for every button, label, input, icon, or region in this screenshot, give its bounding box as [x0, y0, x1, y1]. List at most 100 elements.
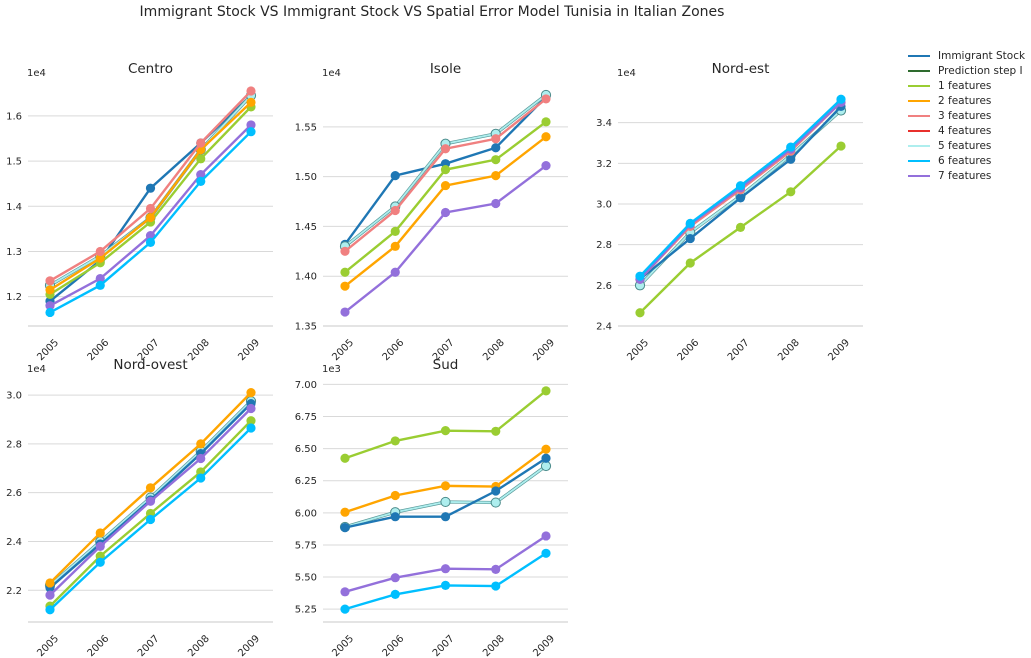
data-point [95, 253, 105, 263]
data-point [390, 241, 400, 251]
data-point [45, 301, 55, 311]
data-point [440, 564, 451, 574]
series-2-features [45, 388, 256, 588]
data-point [246, 97, 256, 107]
data-point [390, 267, 400, 277]
data-point [95, 246, 105, 257]
legend-item: 4 features [908, 123, 1025, 138]
data-point [541, 161, 551, 171]
data-point [836, 94, 846, 104]
y-tick-label: 2.8 [6, 439, 22, 450]
subplot-title: Nord-ovest [113, 357, 187, 373]
y-tick-label: 1.35 [295, 322, 317, 333]
series-1-features [340, 117, 551, 277]
y-tick-label: 1.40 [295, 272, 317, 283]
y-tick-label: 5.75 [295, 540, 317, 551]
data-point [145, 203, 156, 214]
x-tick-label: 2005 [330, 337, 356, 363]
data-point [541, 94, 551, 104]
y-tick-label: 3.2 [596, 159, 612, 170]
series-1-features [635, 141, 846, 318]
data-point [45, 605, 55, 615]
data-point [95, 528, 105, 538]
y-tick-label: 2.4 [6, 537, 22, 548]
data-point [246, 403, 256, 414]
series-1-features [45, 416, 256, 611]
data-point [196, 453, 206, 464]
series-6-features [45, 127, 256, 318]
data-point [490, 497, 501, 508]
legend-item: Prediction step I [908, 63, 1025, 78]
data-point [390, 573, 400, 583]
data-point [246, 120, 256, 130]
data-point [491, 581, 501, 591]
data-point [196, 176, 206, 187]
x-tick-label: 2006 [381, 633, 407, 658]
data-point [685, 218, 695, 228]
data-point [541, 132, 551, 142]
data-point [440, 144, 451, 154]
data-point [45, 285, 55, 295]
series-2-features [45, 97, 256, 295]
legend-swatch [908, 69, 930, 72]
x-tick-label: 2006 [86, 633, 112, 658]
data-point [95, 557, 105, 567]
x-tick-label: 2009 [531, 337, 557, 363]
legend-label: 7 features [938, 169, 992, 182]
data-point [340, 453, 350, 463]
x-tick-label: 2005 [35, 633, 61, 658]
x-tick-label: 2008 [186, 337, 212, 363]
y-tick-label: 5.25 [295, 605, 317, 616]
data-point [491, 198, 501, 209]
data-point [45, 590, 55, 600]
series-3-features [45, 86, 256, 286]
data-point [340, 267, 350, 277]
y-tick-label: 3.0 [6, 391, 22, 402]
data-point [340, 307, 350, 317]
y-tick-label: 5.50 [295, 573, 317, 584]
legend-swatch [908, 144, 930, 147]
data-point [786, 154, 796, 164]
data-point [145, 212, 156, 223]
legend-label: 3 features [938, 109, 992, 122]
x-tick-label: 2009 [236, 337, 262, 363]
data-point [735, 181, 746, 191]
data-point [635, 271, 645, 281]
legend-label: 2 features [938, 94, 992, 107]
y-tick-label: 1.45 [295, 222, 317, 233]
data-point [246, 127, 256, 137]
data-point [635, 308, 645, 318]
data-point [541, 444, 551, 454]
data-point [196, 473, 206, 483]
data-point [786, 187, 796, 197]
subplot-nord-ovest: 2.2 2.4 2.6 2.8 3.0 2005 2006 2007 2008 2009 Nord-… [6, 357, 273, 658]
data-point [95, 273, 105, 284]
series-7-features [45, 120, 256, 311]
series-5-features [44, 396, 257, 591]
data-point [390, 436, 400, 446]
legend-swatch [908, 114, 930, 117]
legend-swatch [908, 84, 930, 87]
legend-swatch [908, 159, 930, 162]
x-tick-label: 2005 [625, 337, 651, 363]
y-tick-label: 6.25 [295, 476, 317, 487]
subplot-title: Isole [430, 61, 461, 77]
series-2-features [340, 444, 551, 517]
x-tick-label: 2008 [776, 337, 802, 363]
x-tick-label: 2007 [726, 337, 752, 363]
data-point [145, 514, 156, 525]
x-tick-label: 2006 [381, 337, 407, 363]
data-point [340, 246, 350, 256]
exponent-label: 1e4 [27, 364, 46, 375]
figure-title: Immigrant Stock VS Immigrant Stock VS Sp… [139, 4, 725, 20]
data-point [246, 423, 256, 433]
series-6-features [635, 94, 846, 281]
data-point [491, 171, 501, 181]
x-tick-label: 2009 [531, 633, 557, 658]
legend-item: 1 features [908, 78, 1025, 93]
subplot-title: Sud [433, 357, 459, 373]
y-tick-label: 3.4 [596, 118, 612, 129]
data-point [685, 233, 695, 244]
data-point [45, 276, 55, 286]
